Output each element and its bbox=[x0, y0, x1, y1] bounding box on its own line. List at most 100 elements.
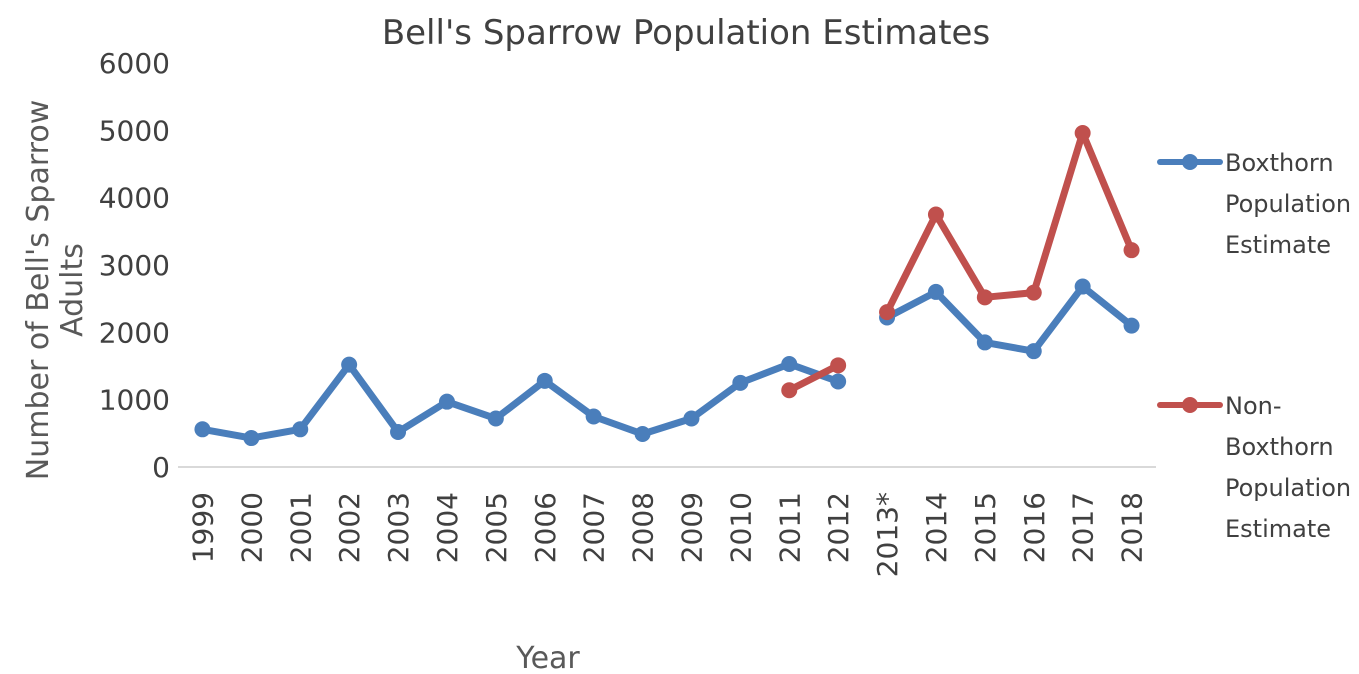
legend-label: Estimate bbox=[1225, 231, 1331, 259]
x-tick: 2000 bbox=[235, 492, 268, 563]
legend: Boxthorn Population Estimate Non- Boxthorn Po… bbox=[1157, 149, 1351, 543]
data-point bbox=[341, 356, 358, 373]
x-tick: 2018 bbox=[1116, 492, 1149, 563]
y-axis-tick-labels: 0 1000 2000 3000 4000 5000 6000 bbox=[99, 47, 170, 484]
chart-title: Bell's Sparrow Population Estimates bbox=[382, 13, 990, 53]
legend-entry: Non- Boxthorn Population Estimate bbox=[1157, 392, 1351, 543]
data-point bbox=[634, 426, 651, 443]
y-axis-title: Number of Bell's Sparrow Adults bbox=[21, 100, 90, 480]
x-tick-label: 2012 bbox=[822, 492, 855, 563]
legend-label: Non- bbox=[1225, 392, 1282, 420]
data-point bbox=[1074, 125, 1091, 142]
x-tick-label: 2009 bbox=[675, 492, 708, 563]
x-tick: 2017 bbox=[1067, 492, 1100, 563]
x-tick-label: 2013* bbox=[871, 492, 904, 577]
x-tick-label: 2001 bbox=[284, 492, 317, 563]
x-tick: 2004 bbox=[431, 492, 464, 563]
x-tick-label: 2014 bbox=[920, 492, 953, 563]
y-tick-label: 5000 bbox=[99, 114, 170, 147]
x-tick: 2001 bbox=[284, 492, 317, 563]
x-tick-label: 2016 bbox=[1018, 492, 1051, 563]
legend-marker bbox=[1182, 397, 1198, 413]
y-tick-label: 0 bbox=[152, 451, 170, 484]
data-point bbox=[1123, 317, 1140, 334]
x-tick: 2006 bbox=[529, 492, 562, 563]
x-tick: 2005 bbox=[480, 492, 513, 563]
x-tick-label: 2002 bbox=[333, 492, 366, 563]
x-axis-title: Year bbox=[515, 641, 580, 674]
data-point bbox=[243, 430, 260, 447]
x-tick: 1999 bbox=[186, 492, 219, 563]
legend-label: Boxthorn bbox=[1225, 433, 1334, 461]
data-point bbox=[732, 374, 749, 391]
y-tick-label: 3000 bbox=[99, 249, 170, 282]
data-point bbox=[585, 408, 602, 425]
x-tick: 2015 bbox=[969, 492, 1002, 563]
x-tick: 2011 bbox=[773, 492, 806, 563]
legend-label: Estimate bbox=[1225, 515, 1331, 543]
x-tick-label: 2008 bbox=[627, 492, 660, 563]
y-axis-title-line-2: Adults bbox=[55, 243, 90, 337]
x-tick: 2009 bbox=[675, 492, 708, 563]
data-point bbox=[879, 304, 896, 321]
x-tick: 2016 bbox=[1018, 492, 1051, 563]
x-tick-label: 2006 bbox=[529, 492, 562, 563]
data-point bbox=[781, 355, 798, 372]
x-tick: 2003 bbox=[382, 492, 415, 563]
x-tick-label: 2004 bbox=[431, 492, 464, 563]
data-point bbox=[194, 421, 211, 438]
x-tick-label: 2018 bbox=[1116, 492, 1149, 563]
data-point bbox=[438, 393, 455, 410]
data-point bbox=[487, 410, 504, 427]
x-tick: 2012 bbox=[822, 492, 855, 563]
legend-label: Population bbox=[1225, 474, 1351, 502]
data-point bbox=[292, 421, 309, 438]
legend-marker bbox=[1182, 154, 1198, 170]
x-tick-label: 2011 bbox=[773, 492, 806, 563]
series-line bbox=[785, 361, 842, 394]
legend-entry: Boxthorn Population Estimate bbox=[1157, 149, 1351, 259]
data-point bbox=[683, 410, 700, 427]
data-point bbox=[927, 206, 944, 223]
x-tick-label: 2015 bbox=[969, 492, 1002, 563]
x-tick-label: 1999 bbox=[186, 492, 219, 563]
x-tick-label: 2003 bbox=[382, 492, 415, 563]
y-tick-label: 1000 bbox=[99, 384, 170, 417]
data-point bbox=[1025, 284, 1042, 301]
x-tick: 2007 bbox=[578, 492, 611, 563]
series-layer bbox=[194, 125, 1140, 447]
y-tick-label: 4000 bbox=[99, 182, 170, 215]
data-point bbox=[927, 283, 944, 300]
series-line bbox=[883, 129, 1136, 316]
x-tick-label: 2005 bbox=[480, 492, 513, 563]
y-tick-label: 2000 bbox=[99, 316, 170, 349]
series-line bbox=[198, 360, 842, 442]
data-point bbox=[536, 372, 553, 389]
x-tick: 2002 bbox=[333, 492, 366, 563]
series-2 bbox=[781, 125, 1140, 399]
data-point bbox=[976, 289, 993, 306]
series-line bbox=[883, 283, 1136, 355]
x-tick: 2014 bbox=[920, 492, 953, 563]
legend-label: Population bbox=[1225, 190, 1351, 218]
x-tick-label: 2010 bbox=[724, 492, 757, 563]
x-tick-label: 2000 bbox=[235, 492, 268, 563]
x-tick-label: 2017 bbox=[1067, 492, 1100, 563]
series-1 bbox=[194, 278, 1140, 447]
data-point bbox=[781, 382, 798, 399]
data-point bbox=[976, 334, 993, 351]
data-point bbox=[830, 373, 847, 390]
data-point bbox=[1123, 242, 1140, 259]
y-tick-label: 6000 bbox=[99, 47, 170, 80]
x-tick: 2010 bbox=[724, 492, 757, 563]
data-point bbox=[1025, 343, 1042, 360]
x-axis-tick-labels: 1999 2000 2001 2002 2003 2004 2005 2006 2007 2008… bbox=[186, 492, 1148, 577]
legend-label: Boxthorn bbox=[1225, 149, 1334, 177]
data-point bbox=[390, 423, 407, 440]
x-tick: 2008 bbox=[627, 492, 660, 563]
data-point bbox=[1074, 278, 1091, 295]
data-point bbox=[830, 357, 847, 374]
x-tick-label: 2007 bbox=[578, 492, 611, 563]
y-axis-title-line-1: Number of Bell's Sparrow bbox=[21, 100, 56, 480]
